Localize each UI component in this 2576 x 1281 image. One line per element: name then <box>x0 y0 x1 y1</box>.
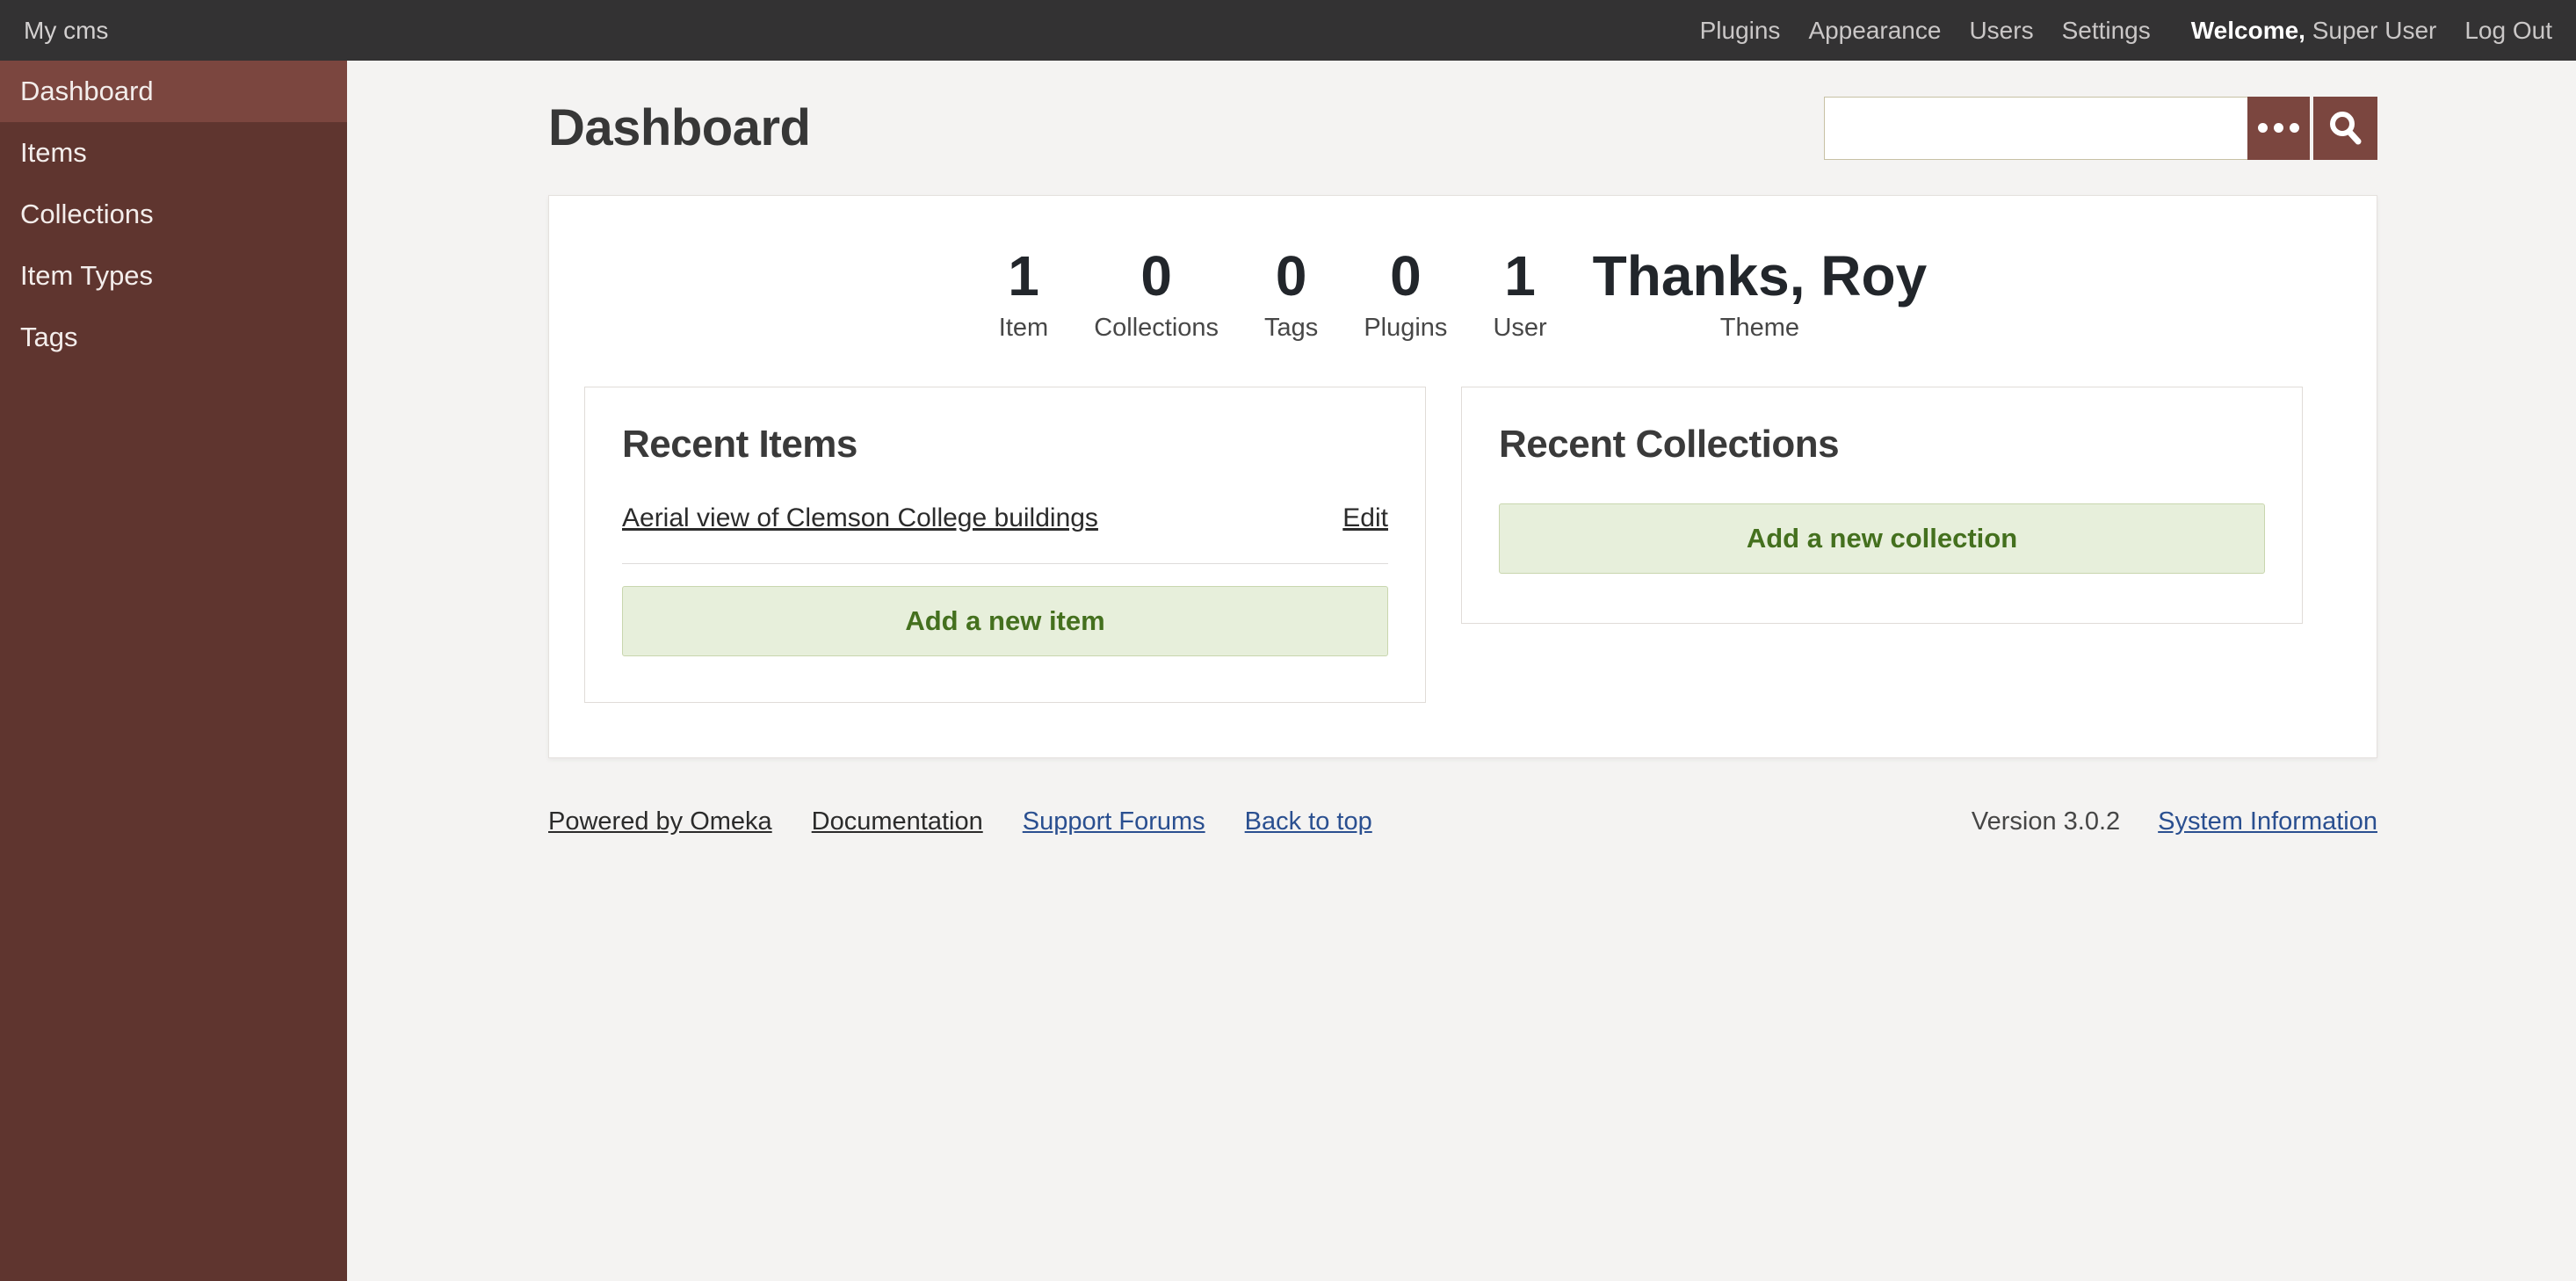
recent-item-edit-link[interactable]: Edit <box>1342 503 1388 532</box>
recent-items-title: Recent Items <box>622 422 857 466</box>
search-input[interactable] <box>1824 96 2247 160</box>
system-information-link[interactable]: System Information <box>2158 807 2377 836</box>
nav-users[interactable]: Users <box>1969 16 2034 44</box>
recent-panels: Recent Items Aerial view of Clemson Coll… <box>584 386 2341 703</box>
footer-link-support-forums[interactable]: Support Forums <box>1022 807 1205 836</box>
advanced-search-button[interactable] <box>2247 96 2310 160</box>
stat-users: 1 User <box>1493 244 1546 343</box>
sidebar: Dashboard Items Collections Item Types T… <box>0 61 347 1281</box>
footer-link-powered-by-omeka[interactable]: Powered by Omeka <box>548 807 772 836</box>
stat-items: 1 Item <box>999 244 1048 343</box>
welcome-label: Welcome, <box>2190 16 2305 44</box>
stat-collections: 0 Collections <box>1094 244 1219 343</box>
ellipsis-icon <box>2258 123 2299 133</box>
add-new-item-button[interactable]: Add a new item <box>622 585 1388 656</box>
nav-settings[interactable]: Settings <box>2061 16 2151 44</box>
search-submit-button[interactable] <box>2313 96 2377 160</box>
footer-links: Powered by Omeka Documentation Support F… <box>548 807 1372 836</box>
logout-link[interactable]: Log Out <box>2464 16 2552 44</box>
stat-tags: 0 Tags <box>1264 244 1318 343</box>
page-title: Dashboard <box>548 99 811 156</box>
dashboard-card: 1 Item 0 Collections 0 Tags 0 Plugins 1 <box>548 195 2377 758</box>
stat-users-label: User <box>1493 313 1547 342</box>
app-layout: Dashboard Items Collections Item Types T… <box>0 61 2576 1281</box>
footer-link-back-to-top[interactable]: Back to top <box>1244 807 1372 836</box>
stat-plugins: 0 Plugins <box>1364 244 1447 343</box>
stat-theme: Thanks, Roy Theme <box>1593 244 1928 343</box>
top-navigation: Plugins Appearance Users Settings Welcom… <box>1700 17 2552 45</box>
stat-plugins-label: Plugins <box>1364 313 1448 342</box>
stats-row: 1 Item 0 Collections 0 Tags 0 Plugins 1 <box>584 244 2341 343</box>
stat-items-value: 1 <box>1008 244 1039 308</box>
search-bar <box>1824 96 2377 160</box>
welcome-user-link[interactable]: Welcome, Super User <box>2191 17 2437 45</box>
recent-item-link[interactable]: Aerial view of Clemson College buildings <box>622 503 1098 532</box>
search-icon <box>2329 111 2361 144</box>
add-new-collection-button[interactable]: Add a new collection <box>1499 503 2265 574</box>
stat-items-label: Item <box>998 313 1049 342</box>
stat-collections-value: 0 <box>1140 244 1172 308</box>
content-header: Dashboard <box>548 61 2377 195</box>
welcome-username: Super User <box>2312 16 2437 44</box>
sidebar-item-dashboard[interactable]: Dashboard <box>0 61 347 122</box>
site-title[interactable]: My cms <box>24 16 109 44</box>
stat-tags-value: 0 <box>1275 244 1307 308</box>
recent-collections-title: Recent Collections <box>1499 422 1840 466</box>
nav-plugins[interactable]: Plugins <box>1699 16 1781 44</box>
footer-link-documentation[interactable]: Documentation <box>811 807 983 836</box>
sidebar-item-items[interactable]: Items <box>20 137 87 168</box>
stat-tags-label: Tags <box>1264 313 1319 342</box>
footer-meta: Version 3.0.2 System Information <box>1972 807 2377 836</box>
stat-theme-label: Theme <box>1719 313 1800 342</box>
stat-users-value: 1 <box>1504 244 1536 308</box>
main-content: Dashboard 1 <box>347 61 2576 1281</box>
recent-collections-panel: Recent Collections Add a new collection <box>1461 386 2303 624</box>
stat-plugins-value: 0 <box>1390 244 1422 308</box>
sidebar-item-item-types[interactable]: Item Types <box>20 260 154 291</box>
stat-collections-label: Collections <box>1094 313 1219 342</box>
nav-appearance[interactable]: Appearance <box>1808 16 1942 44</box>
footer: Powered by Omeka Documentation Support F… <box>548 807 2377 836</box>
recent-item-row: Aerial view of Clemson College buildings… <box>622 503 1388 564</box>
recent-items-panel: Recent Items Aerial view of Clemson Coll… <box>584 386 1426 703</box>
sidebar-item-tags[interactable]: Tags <box>20 322 78 352</box>
topbar: My cms Plugins Appearance Users Settings… <box>0 0 2576 61</box>
sidebar-item-collections[interactable]: Collections <box>20 199 154 229</box>
stat-theme-value: Thanks, Roy <box>1592 244 1928 308</box>
version-text: Version 3.0.2 <box>1971 807 2121 836</box>
